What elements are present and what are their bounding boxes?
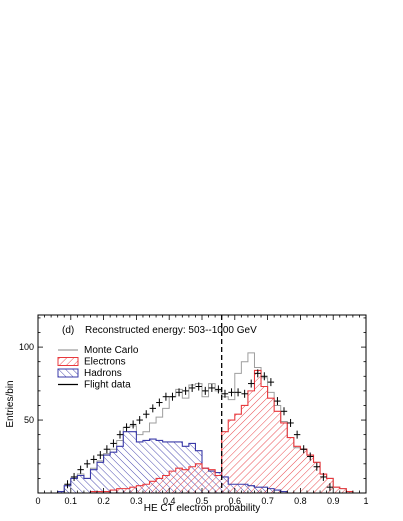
legend-entry: Flight data: [58, 380, 131, 391]
legend-entry: Electrons: [57, 357, 126, 368]
flight-data-point: [280, 407, 288, 416]
legend-entry: Hadrons: [57, 368, 122, 379]
flight-data-point: [70, 472, 78, 481]
flight-data-point: [300, 445, 307, 454]
energy-annotation: Reconstructed energy: 503--1000 GeV: [85, 325, 257, 336]
flight-data-point: [175, 388, 183, 397]
legend-label: Flight data: [84, 380, 131, 391]
flight-data-point: [221, 389, 229, 398]
x-tick-label: 1: [363, 496, 368, 506]
flight-data-point: [261, 372, 268, 381]
flight-data-point: [313, 462, 320, 471]
flight-data-point: [129, 420, 137, 429]
legend-label: Monte Carlo: [84, 345, 139, 356]
flight-data-point: [248, 379, 255, 388]
y-tick-label: 50: [24, 415, 34, 425]
histogram-layer: [38, 352, 366, 493]
x-tick-label: 0.5: [196, 496, 209, 506]
flight-data-point: [77, 465, 84, 474]
x-tick-label: 0.2: [97, 496, 110, 506]
flight-data-point: [116, 430, 124, 439]
hadrons-histogram: [38, 431, 366, 493]
flight-data-point: [169, 392, 176, 401]
x-tick-label: 0.8: [294, 496, 307, 506]
flight-data-point: [202, 386, 209, 395]
x-tick-label: 0.3: [130, 496, 143, 506]
legend-swatch: [57, 357, 79, 366]
flight-data-point: [149, 404, 156, 413]
flight-data-point: [287, 418, 294, 427]
x-tick-label: 0: [35, 496, 40, 506]
x-axis-title: HE CT electron probability: [144, 503, 261, 514]
flight-data-point: [156, 398, 163, 407]
flight-data-point: [234, 388, 242, 397]
flight-data-point: [208, 383, 216, 392]
x-axis: 0 0.1 0.2 0.3 0.4 0.5 0.6 0.7 0.8 0.9 1: [35, 315, 369, 506]
flight-data-point: [90, 455, 97, 464]
flight-data-point: [320, 472, 327, 481]
flight-data-point: [110, 439, 117, 448]
x-tick-label: 0.9: [327, 496, 340, 506]
flight-data-point: [326, 483, 334, 492]
legend-entry: Monte Carlo: [58, 345, 139, 356]
panel-label: (d): [62, 325, 74, 336]
flight-data-point: [188, 383, 196, 392]
flight-data-point: [307, 452, 314, 461]
flight-data-point: [162, 392, 170, 401]
flight-data-point: [267, 378, 275, 387]
flight-data-point: [241, 389, 248, 398]
flight-data-point: [84, 459, 91, 468]
electrons-fill: [38, 370, 366, 493]
y-tick-label: 100: [19, 342, 34, 352]
electrons-histogram: [38, 369, 366, 493]
flight-data-point: [143, 410, 150, 419]
legend-swatch: [57, 368, 79, 378]
y-axis: 50 100: [19, 317, 366, 494]
legend-label: Electrons: [84, 357, 126, 368]
flight-data-layer: [64, 369, 334, 492]
flight-data-point: [215, 385, 222, 394]
flight-data-point: [97, 451, 104, 460]
x-tick-label: 0.7: [261, 496, 274, 506]
flight-data-point: [64, 480, 71, 489]
flight-data-point: [103, 445, 111, 454]
flight-data-point: [228, 388, 235, 397]
flight-data-point: [274, 397, 281, 406]
legend-label: Hadrons: [84, 368, 122, 379]
flight-data-point: [182, 386, 189, 395]
x-tick-label: 0.6: [229, 496, 242, 506]
x-tick-label: 0.4: [163, 496, 176, 506]
flight-data-point: [293, 430, 301, 439]
y-axis-title: Entries/bin: [5, 380, 16, 427]
flight-data-point: [136, 416, 143, 425]
flight-data-point: [195, 382, 202, 391]
flight-data-point: [123, 423, 130, 432]
flight-data-point: [254, 369, 261, 378]
x-tick-label: 0.1: [65, 496, 78, 506]
